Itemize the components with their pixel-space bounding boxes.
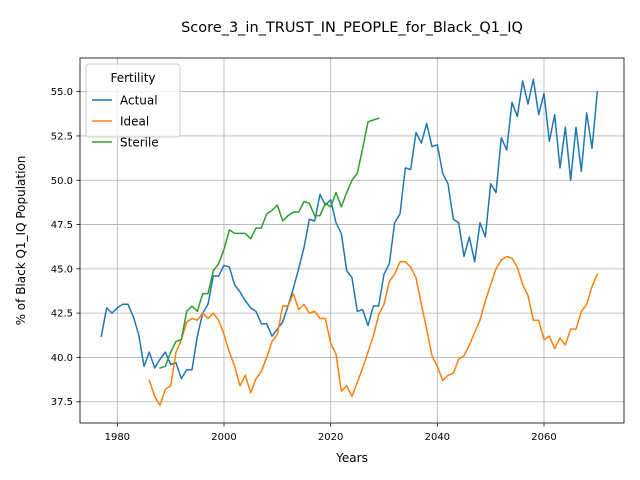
y-tick-label: 40.0	[51, 353, 73, 364]
x-tick-label: 2000	[211, 432, 236, 443]
legend-label-ideal: Ideal	[120, 115, 149, 129]
y-tick-label: 55.0	[51, 87, 73, 98]
y-tick-label: 42.5	[51, 309, 73, 320]
y-axis-ticks: 37.5 40.0 42.5 45.0 47.5 50.0 52.5 55.0	[51, 87, 80, 408]
y-tick-label: 50.0	[51, 176, 73, 187]
legend-label-sterile: Sterile	[120, 136, 159, 150]
y-tick-label: 37.5	[51, 397, 73, 408]
series-line-ideal	[148, 255, 599, 407]
legend-label-actual: Actual	[120, 94, 158, 108]
y-tick-label: 52.5	[51, 131, 73, 142]
y-tick-label: 47.5	[51, 220, 73, 231]
legend: Fertility Actual Ideal Sterile	[85, 63, 181, 150]
x-tick-label: 2040	[425, 432, 450, 443]
legend-entries: Actual Ideal Sterile	[92, 94, 159, 150]
x-tick-label: 2020	[318, 432, 343, 443]
legend-box	[85, 63, 181, 138]
legend-title: Fertility	[110, 71, 155, 85]
y-axis-label: % of Black Q1_IQ Population	[14, 156, 28, 326]
x-tick-label: 1980	[105, 432, 130, 443]
x-axis-label: Years	[335, 451, 368, 465]
x-axis-ticks: 1980 2000 2020 2040 2060	[105, 423, 557, 443]
series-line-sterile	[159, 117, 380, 370]
chart-title: Score_3_in_TRUST_IN_PEOPLE_for_Black_Q1_…	[181, 20, 523, 36]
series-layer	[100, 78, 599, 407]
x-tick-label: 2060	[531, 432, 556, 443]
plot-frame	[79, 57, 625, 424]
y-tick-label: 45.0	[51, 264, 73, 275]
series-line-actual	[100, 78, 599, 380]
